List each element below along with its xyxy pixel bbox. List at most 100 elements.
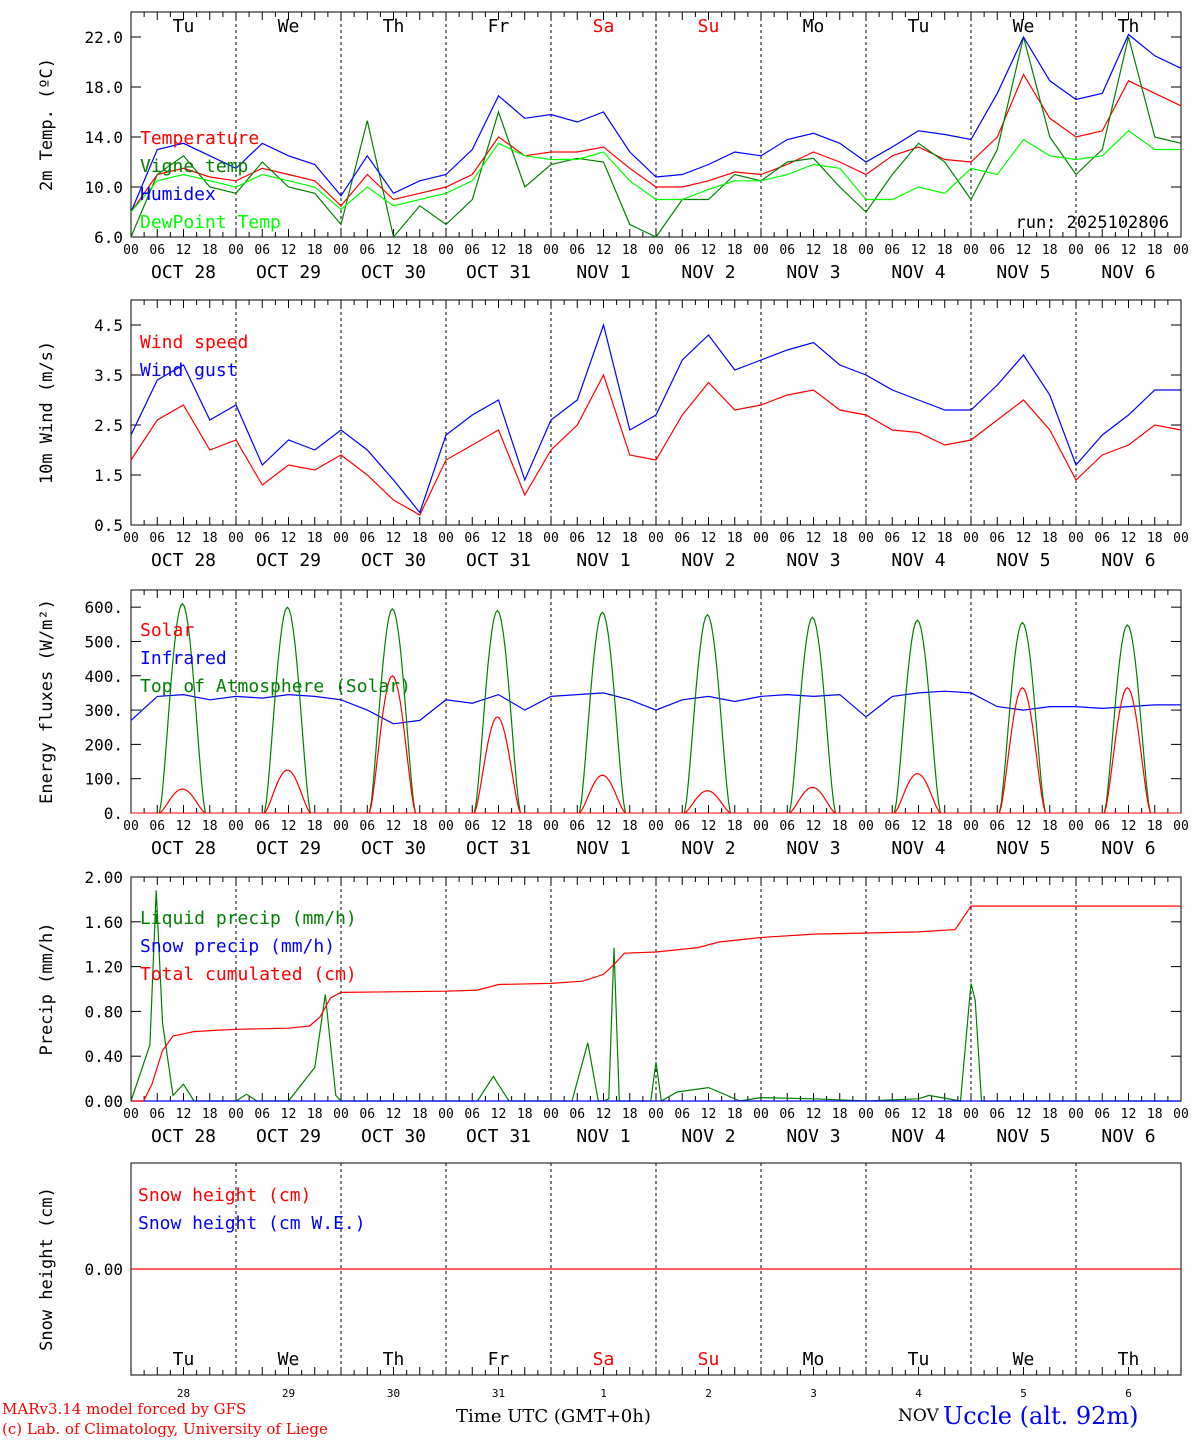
x-hour-label: 06: [149, 1107, 165, 1122]
series-line-dewpoint-temp: [130, 130, 1181, 213]
x-date-label: OCT 29: [256, 838, 321, 859]
x-hour-label: 12: [281, 819, 297, 834]
x-hour-label: 06: [674, 243, 690, 258]
toa-solar-curve: [158, 602, 206, 814]
x-date-label: NOV 5: [996, 838, 1050, 859]
x-hour-label: 00: [648, 1107, 664, 1122]
solar-curve: [1103, 687, 1151, 814]
weekday-label: Mo: [803, 16, 825, 37]
x-hour-label: 06: [569, 243, 585, 258]
solar-curve: [998, 687, 1046, 814]
y-axis-label: Precip (mm/h): [37, 922, 57, 1055]
x-date-label: OCT 30: [361, 838, 426, 859]
x-date-label: NOV 6: [1101, 262, 1155, 283]
x-hour-label: 06: [884, 1107, 900, 1122]
x-hour-label: 00: [858, 531, 874, 546]
weekday-label: Th: [383, 1349, 405, 1370]
x-date-label: NOV 3: [786, 262, 840, 283]
x-axis-title: Time UTC (GMT+0h): [456, 1406, 651, 1427]
weekday-label: Sa: [593, 1349, 615, 1370]
x-hour-label: 18: [307, 531, 323, 546]
x-hour-label: 06: [149, 531, 165, 546]
x-hour-label: 12: [386, 531, 402, 546]
x-hour-label: 18: [622, 243, 638, 258]
legend-entry: Snow precip (mm/h): [140, 936, 335, 957]
x-hour-label: 06: [359, 1107, 375, 1122]
x-hour-label: 12: [176, 819, 192, 834]
legend-entry: Wind speed: [140, 332, 248, 353]
x-hour-label: 18: [202, 243, 218, 258]
y-tick-label: 100.: [84, 770, 123, 789]
x-hour-label: 06: [569, 819, 585, 834]
x-hour-label: 12: [596, 1107, 612, 1122]
toa-solar-curve: [788, 616, 836, 814]
toa-solar-curve: [893, 619, 941, 814]
day-number-label: 31: [492, 1387, 505, 1400]
credits-line-2: (c) Lab. of Climatology, University of L…: [2, 1420, 328, 1438]
x-hour-label: 06: [359, 819, 375, 834]
x-date-label: NOV 4: [891, 550, 945, 571]
y-tick-label: 0.80: [84, 1002, 123, 1021]
x-date-label: OCT 29: [256, 550, 321, 571]
x-hour-label: 00: [858, 1107, 874, 1122]
legend-entry: Solar: [140, 620, 194, 641]
x-hour-label: 00: [1068, 819, 1084, 834]
x-hour-label: 00: [963, 819, 979, 834]
x-hour-label: 12: [1016, 531, 1032, 546]
x-hour-label: 12: [1016, 243, 1032, 258]
y-tick-label: 2.5: [94, 416, 123, 435]
y-tick-label: 1.5: [94, 466, 123, 485]
solar-curve: [368, 675, 416, 814]
weekday-label: We: [1013, 16, 1035, 37]
y-tick-label: 0.: [104, 804, 123, 823]
x-hour-label: 18: [517, 1107, 533, 1122]
x-hour-label: 12: [491, 531, 507, 546]
x-date-label: OCT 29: [256, 262, 321, 283]
x-hour-label: 12: [281, 531, 297, 546]
y-axis-label: Energy fluxes (W/m²): [37, 599, 57, 804]
weekday-label: Su: [698, 1349, 720, 1370]
x-date-label: NOV 1: [576, 262, 630, 283]
weekday-label: Sa: [593, 16, 615, 37]
y-tick-label: 4.5: [94, 316, 123, 335]
panel-frame-wind: [130, 299, 1182, 526]
x-hour-label: 12: [596, 531, 612, 546]
x-hour-label: 12: [911, 531, 927, 546]
x-hour-label: 12: [806, 531, 822, 546]
weekday-label: Tu: [173, 1349, 195, 1370]
day-number-label: 1: [600, 1387, 607, 1400]
x-hour-label: 00: [753, 819, 769, 834]
weekday-label: Th: [383, 16, 405, 37]
x-hour-label: 06: [569, 531, 585, 546]
weekday-label: Fr: [488, 16, 510, 37]
x-hour-label: 18: [517, 243, 533, 258]
x-hour-label: 12: [281, 243, 297, 258]
x-hour-label: 00: [963, 1107, 979, 1122]
x-hour-label: 00: [438, 531, 454, 546]
series-line-wind-gust: [130, 322, 1181, 514]
toa-solar-curve: [368, 607, 416, 814]
x-hour-label: 06: [779, 1107, 795, 1122]
x-hour-label: 18: [202, 531, 218, 546]
solar-curve: [263, 769, 311, 814]
x-hour-label: 12: [701, 1107, 717, 1122]
x-hour-label: 06: [674, 1107, 690, 1122]
x-hour-label: 00: [228, 1107, 244, 1122]
day-number-label: 6: [1125, 1387, 1132, 1400]
x-hour-label: 12: [596, 819, 612, 834]
x-hour-label: 12: [1121, 531, 1137, 546]
x-hour-label: 18: [937, 243, 953, 258]
x-hour-label: 00: [963, 243, 979, 258]
legend-entry: Snow height (cm W.E.): [138, 1213, 366, 1234]
toa-solar-curve: [998, 621, 1046, 814]
weekday-label: We: [1013, 1349, 1035, 1370]
legend-entry: DewPoint Temp: [140, 212, 281, 233]
x-date-label: NOV 6: [1101, 1126, 1155, 1147]
x-hour-label: 00: [1173, 243, 1189, 258]
x-hour-label: 18: [727, 243, 743, 258]
x-hour-label: 18: [1042, 243, 1058, 258]
x-hour-label: 06: [1094, 819, 1110, 834]
x-hour-label: 12: [911, 819, 927, 834]
x-hour-label: 00: [123, 1107, 139, 1122]
